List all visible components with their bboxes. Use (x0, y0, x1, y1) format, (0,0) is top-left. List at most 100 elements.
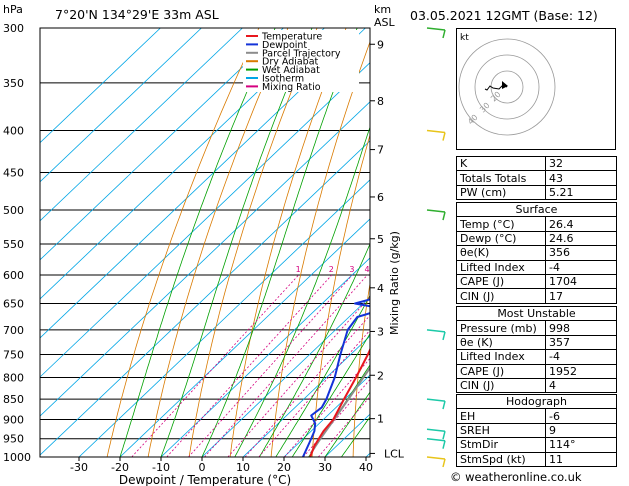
pressure-unit-label: hPa (3, 3, 23, 16)
wind-barb-flag (442, 211, 446, 221)
dewpoint-line (301, 298, 370, 457)
hodograph-table: Hodograph EH -6 SREH 9 StmDir 114° StmSpd (… (456, 393, 617, 467)
hodograph-title: Hodograph (456, 393, 617, 410)
temp-tick-label: -30 (70, 461, 88, 474)
pressure-tick-label: 400 (3, 125, 24, 138)
km-tick-label: 8 (377, 95, 384, 108)
km-tick-label: 5 (377, 233, 384, 246)
isotherm-line (40, 62, 370, 378)
most-unstable-title: Most Unstable (456, 305, 617, 322)
temp-tick-label: -20 (111, 461, 129, 474)
legend-box (243, 30, 359, 92)
mixing-ratio-line (317, 395, 370, 457)
km-tick-label: 1 (377, 413, 384, 426)
legend-label: Mixing Ratio (262, 82, 321, 93)
index-row: PW (cm) 5.21 (456, 184, 617, 201)
wind-barb-flag (442, 458, 446, 468)
unstable-row: CIN (J) 4 (456, 377, 617, 394)
pressure-tick-label: 850 (3, 393, 24, 406)
index-label: Totals Totals (456, 170, 546, 186)
unstable-value: 1952 (545, 363, 617, 379)
dry-adiabat-line (147, 28, 289, 457)
wind-barb-flag (442, 400, 446, 410)
unstable-label: CIN (J) (456, 377, 546, 394)
plot-frame (39, 27, 371, 458)
isotherm-line (119, 218, 370, 457)
wind-barb-flag (442, 29, 446, 39)
km-tick-label: 2 (377, 369, 384, 382)
mixing-ratio-label: 8 (403, 265, 408, 274)
dry-adiabat-line (352, 281, 370, 457)
isotherm-line (40, 140, 370, 456)
height-unit-label-asl: ASL (374, 16, 396, 29)
legend-label: Wet Adiabat (262, 65, 320, 76)
pressure-tick-label: 950 (3, 433, 24, 446)
wind-barb (426, 209, 446, 213)
pressure-tick-label: 900 (3, 413, 24, 426)
temp-tick-label: 0 (199, 461, 206, 474)
hodo-value: 9 (545, 422, 617, 439)
isotherm-line (201, 296, 370, 457)
temp-tick-label: 10 (236, 461, 250, 474)
index-value: 43 (545, 170, 617, 186)
hodo-value: 11 (545, 451, 617, 467)
km-tick-label: 9 (377, 38, 384, 51)
index-row: Totals Totals 43 (456, 170, 617, 186)
wind-barb-flag (442, 440, 446, 449)
isotherm-line (40, 28, 202, 183)
hodo-ring-label-30: 30 (478, 101, 492, 115)
index-value: 32 (545, 155, 617, 172)
km-tick-label: 7 (377, 144, 384, 157)
unstable-value: 998 (545, 320, 617, 336)
hodo-label: EH (456, 408, 546, 424)
dry-adiabat-line (188, 28, 318, 457)
legend-label: Parcel Trajectory (262, 48, 341, 59)
km-tick-label: 6 (377, 191, 384, 204)
legend-label: Isotherm (262, 74, 304, 85)
dry-adiabat-line (394, 28, 462, 457)
surface-label: Temp (°C) (456, 216, 546, 232)
unstable-label: Pressure (mb) (456, 320, 546, 336)
surface-label: CAPE (J) (456, 273, 546, 290)
index-label: PW (cm) (456, 184, 546, 201)
wet-adiabat-line (119, 28, 276, 457)
mixing-ratio-line (227, 296, 370, 457)
wind-barb (426, 456, 446, 460)
index-row: K 32 (456, 155, 617, 172)
dry-adiabat-line (270, 40, 370, 457)
wind-barb (426, 129, 446, 134)
mixing-ratio-label: 4 (364, 265, 369, 274)
legend-label: Dewpoint (262, 40, 307, 51)
legend-label: Dry Adiabat (262, 57, 319, 68)
unstable-value: 4 (545, 377, 617, 394)
hodo-row: StmDir 114° (456, 437, 617, 453)
pressure-tick-label: 500 (3, 204, 24, 217)
pressure-tick-label: 750 (3, 348, 24, 361)
surface-label: θe(K) (456, 245, 546, 261)
unstable-row: Lifted Index -4 (456, 349, 617, 365)
hodo-label: StmSpd (kt) (456, 451, 546, 467)
footer-credit: © weatheronline.co.uk (450, 470, 582, 484)
indices-top-table: K 32 Totals Totals 43 PW (cm) 5.21 (456, 155, 617, 201)
unstable-label: θe (K) (456, 334, 546, 351)
mixing-ratio-line (244, 314, 370, 457)
hodo-label: StmDir (456, 437, 546, 453)
surface-row: Dewp (°C) 24.6 (456, 230, 617, 247)
temp-tick-label: 30 (318, 461, 332, 474)
wind-barb (426, 329, 446, 333)
hodo-value: 114° (545, 437, 617, 453)
surface-value: 26.4 (545, 216, 617, 232)
hodo-storm-motion-icon (502, 81, 508, 89)
surface-label: CIN (J) (456, 288, 546, 304)
mixing-ratio-line (284, 357, 370, 457)
index-value: 5.21 (545, 184, 617, 201)
surface-value: 1704 (545, 273, 617, 290)
mixing-ratio-line (131, 274, 299, 457)
hodo-label: SREH (456, 422, 546, 439)
height-unit-label: km (374, 3, 391, 16)
hodo-unit-label: kt (460, 33, 469, 43)
temp-tick-label: 20 (277, 461, 291, 474)
mixing-ratio-line (166, 274, 333, 457)
wind-barb-flag (442, 331, 446, 341)
pressure-tick-label: 600 (3, 269, 24, 282)
